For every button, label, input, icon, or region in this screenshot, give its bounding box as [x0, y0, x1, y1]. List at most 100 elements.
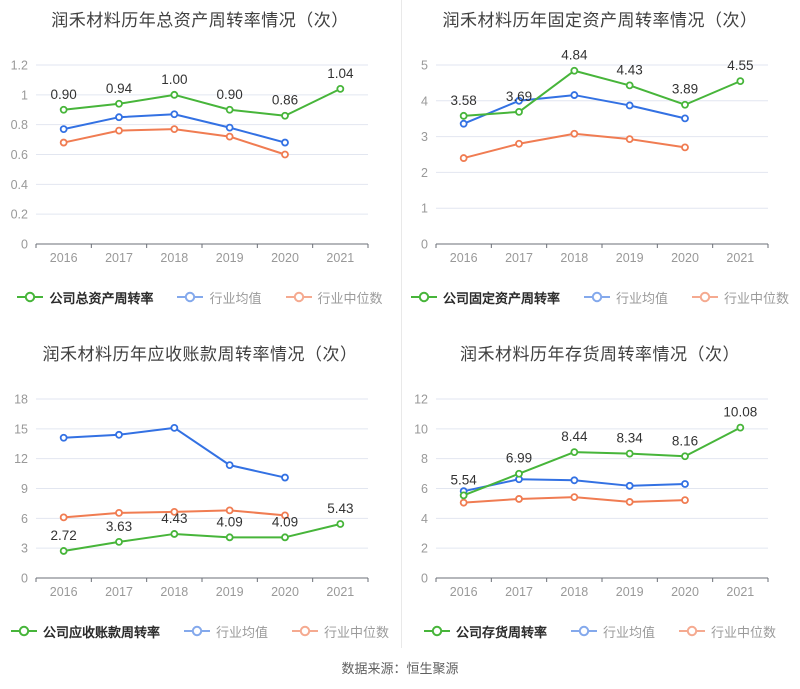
x-tick-label: 2018	[560, 251, 588, 265]
inventory-turnover-chart: 0 2 4 6 8 10 12 2016 2017 2018 2019 2020 2021 5.54 6.9…	[414, 393, 769, 599]
legend-item-median[interactable]: 行业中位数	[292, 622, 389, 641]
legend-item-median[interactable]: 行业中位数	[285, 288, 383, 307]
value-label: 1.04	[327, 66, 354, 81]
legend-label: 行业均值	[215, 624, 268, 640]
y-tick-label: 1	[421, 202, 428, 216]
series-line-company	[462, 69, 742, 117]
y-tick-label: 18	[14, 393, 28, 407]
x-tick-label: 2018	[160, 585, 188, 599]
series-point-median	[170, 507, 179, 516]
series-point-company	[459, 491, 468, 500]
series-point-median	[515, 495, 523, 503]
chart-panel-fixed-asset-turnover: 润禾材料历年固定资产周转率情况（次） 0 1 2 3 4 5 2016 2017 2018 201…	[400, 0, 800, 322]
legend-marker-company-icon	[410, 291, 437, 303]
series-point-median	[115, 508, 123, 517]
series-point-mean	[170, 110, 179, 119]
value-label: 3.69	[506, 89, 532, 104]
series-point-company	[225, 105, 234, 114]
chart-panel-receivables-turnover: 润禾材料历年应收账款周转率情况（次） 0 3 6 9 12 15 18 2016 2017 201…	[0, 334, 400, 656]
legend-item-mean[interactable]: 行业均值	[583, 288, 668, 307]
legend-item-mean[interactable]: 行业均值	[570, 622, 655, 641]
x-tick-label: 2016	[450, 251, 478, 265]
series-point-median	[59, 138, 68, 147]
legend-marker-mean-icon	[177, 291, 204, 303]
y-tick-label: 0	[21, 238, 28, 252]
legend-item-mean[interactable]: 行业均值	[183, 622, 268, 641]
x-tick-label: 2020	[671, 251, 699, 265]
legend-marker-median-icon	[292, 625, 318, 637]
series-point-median	[515, 139, 523, 148]
y-tick-label: 0.2	[11, 208, 28, 222]
y-tick-label: 15	[14, 422, 28, 436]
y-tick-label: 0	[421, 572, 428, 586]
legend-item-company[interactable]: 公司应收账款周转率	[10, 622, 160, 641]
y-tick-label: 0	[21, 572, 28, 586]
chart-legend-inventory-turnover: 公司存货周转率 行业均值 行业中位数	[400, 603, 800, 656]
value-label: 0.86	[272, 93, 298, 108]
x-tick-label: 2017	[105, 251, 133, 265]
legend-label: 公司应收账款周转率	[42, 624, 160, 640]
legend-item-mean[interactable]: 行业均值	[177, 288, 262, 307]
series-point-mean	[625, 101, 634, 110]
x-tick-label: 2017	[505, 585, 533, 599]
series-point-company	[515, 469, 523, 478]
y-tick-label: 4	[421, 512, 428, 526]
series-point-company	[570, 448, 579, 457]
series-point-median	[570, 493, 579, 502]
total-asset-turnover-chart: 0 0.2 0.4 0.6 0.8 1 1.2 2016 2017 2018 2019 2020 202…	[11, 59, 369, 265]
legend-item-company[interactable]: 公司固定资产周转率	[410, 288, 560, 307]
y-tick-label: 6	[421, 482, 428, 496]
charts-grid: 润禾材料历年总资产周转率情况（次） 0 0.2 0.4 0.6 0.8 1 1.2 2016 2…	[0, 0, 800, 656]
receivables-turnover-chart: 0 3 6 9 12 15 18 2016 2017 2018 2019 2020 2021 2.72 3.…	[14, 393, 369, 599]
y-tick-label: 2	[421, 542, 428, 556]
series-point-company	[115, 99, 123, 108]
y-tick-label: 9	[21, 482, 28, 496]
legend-marker-median-icon	[679, 625, 705, 637]
x-tick-label: 2017	[105, 585, 133, 599]
y-tick-label: 8	[421, 452, 428, 466]
series-line-mean	[462, 94, 686, 125]
legend-label: 公司存货周转率	[455, 624, 547, 640]
series-point-mean	[225, 461, 234, 470]
y-tick-label: 10	[414, 422, 428, 436]
series-point-company	[625, 81, 634, 90]
x-tick-label: 2020	[671, 585, 699, 599]
y-tick-label: 1	[21, 88, 28, 102]
x-tick-label: 2016	[50, 585, 78, 599]
series-point-company	[336, 84, 345, 93]
legend-label: 行业中位数	[724, 290, 790, 306]
chart-title-total-asset-turnover: 润禾材料历年总资产周转率情况（次）	[51, 11, 349, 30]
series-point-company	[736, 77, 745, 86]
x-tick-label: 2021	[326, 251, 354, 265]
x-tick-label: 2019	[616, 251, 644, 265]
series-point-company	[681, 452, 689, 461]
legend-item-median[interactable]: 行业中位数	[679, 622, 776, 641]
legend-label: 行业中位数	[711, 624, 777, 640]
y-tick-label: 3	[421, 130, 428, 144]
series-point-company	[225, 533, 234, 542]
chart-legend-receivables-turnover: 公司应收账款周转率 行业均值 行业中位数	[0, 603, 400, 656]
series-point-mean	[115, 113, 123, 122]
series-point-company	[59, 547, 68, 555]
series-point-median	[281, 511, 289, 520]
value-label: 8.44	[561, 429, 588, 444]
legend-item-company[interactable]: 公司存货周转率	[423, 622, 547, 641]
y-tick-label: 0	[421, 238, 428, 252]
y-tick-label: 0.4	[11, 178, 28, 192]
series-point-company	[115, 538, 123, 546]
fixed-asset-turnover-chart: 0 1 2 3 4 5 2016 2017 2018 2019 2020 2021 3.58 3.69 4.…	[421, 48, 769, 265]
x-tick-label: 2021	[726, 585, 754, 599]
series-point-median	[681, 143, 689, 152]
chart-legend-fixed-asset-turnover: 公司固定资产周转率 行业均值 行业中位数	[400, 269, 800, 322]
value-label: 8.16	[672, 433, 698, 448]
legend-item-company[interactable]: 公司总资产周转率	[17, 288, 153, 307]
y-tick-label: 12	[14, 452, 28, 466]
legend-label: 行业均值	[209, 290, 262, 306]
legend-marker-median-icon	[692, 291, 718, 303]
legend-item-median[interactable]: 行业中位数	[692, 288, 789, 307]
y-tick-label: 12	[414, 393, 428, 407]
x-tick-label: 2020	[271, 585, 299, 599]
series-point-mean	[625, 481, 634, 490]
series-point-mean	[59, 433, 68, 442]
value-label: 5.54	[451, 472, 478, 487]
